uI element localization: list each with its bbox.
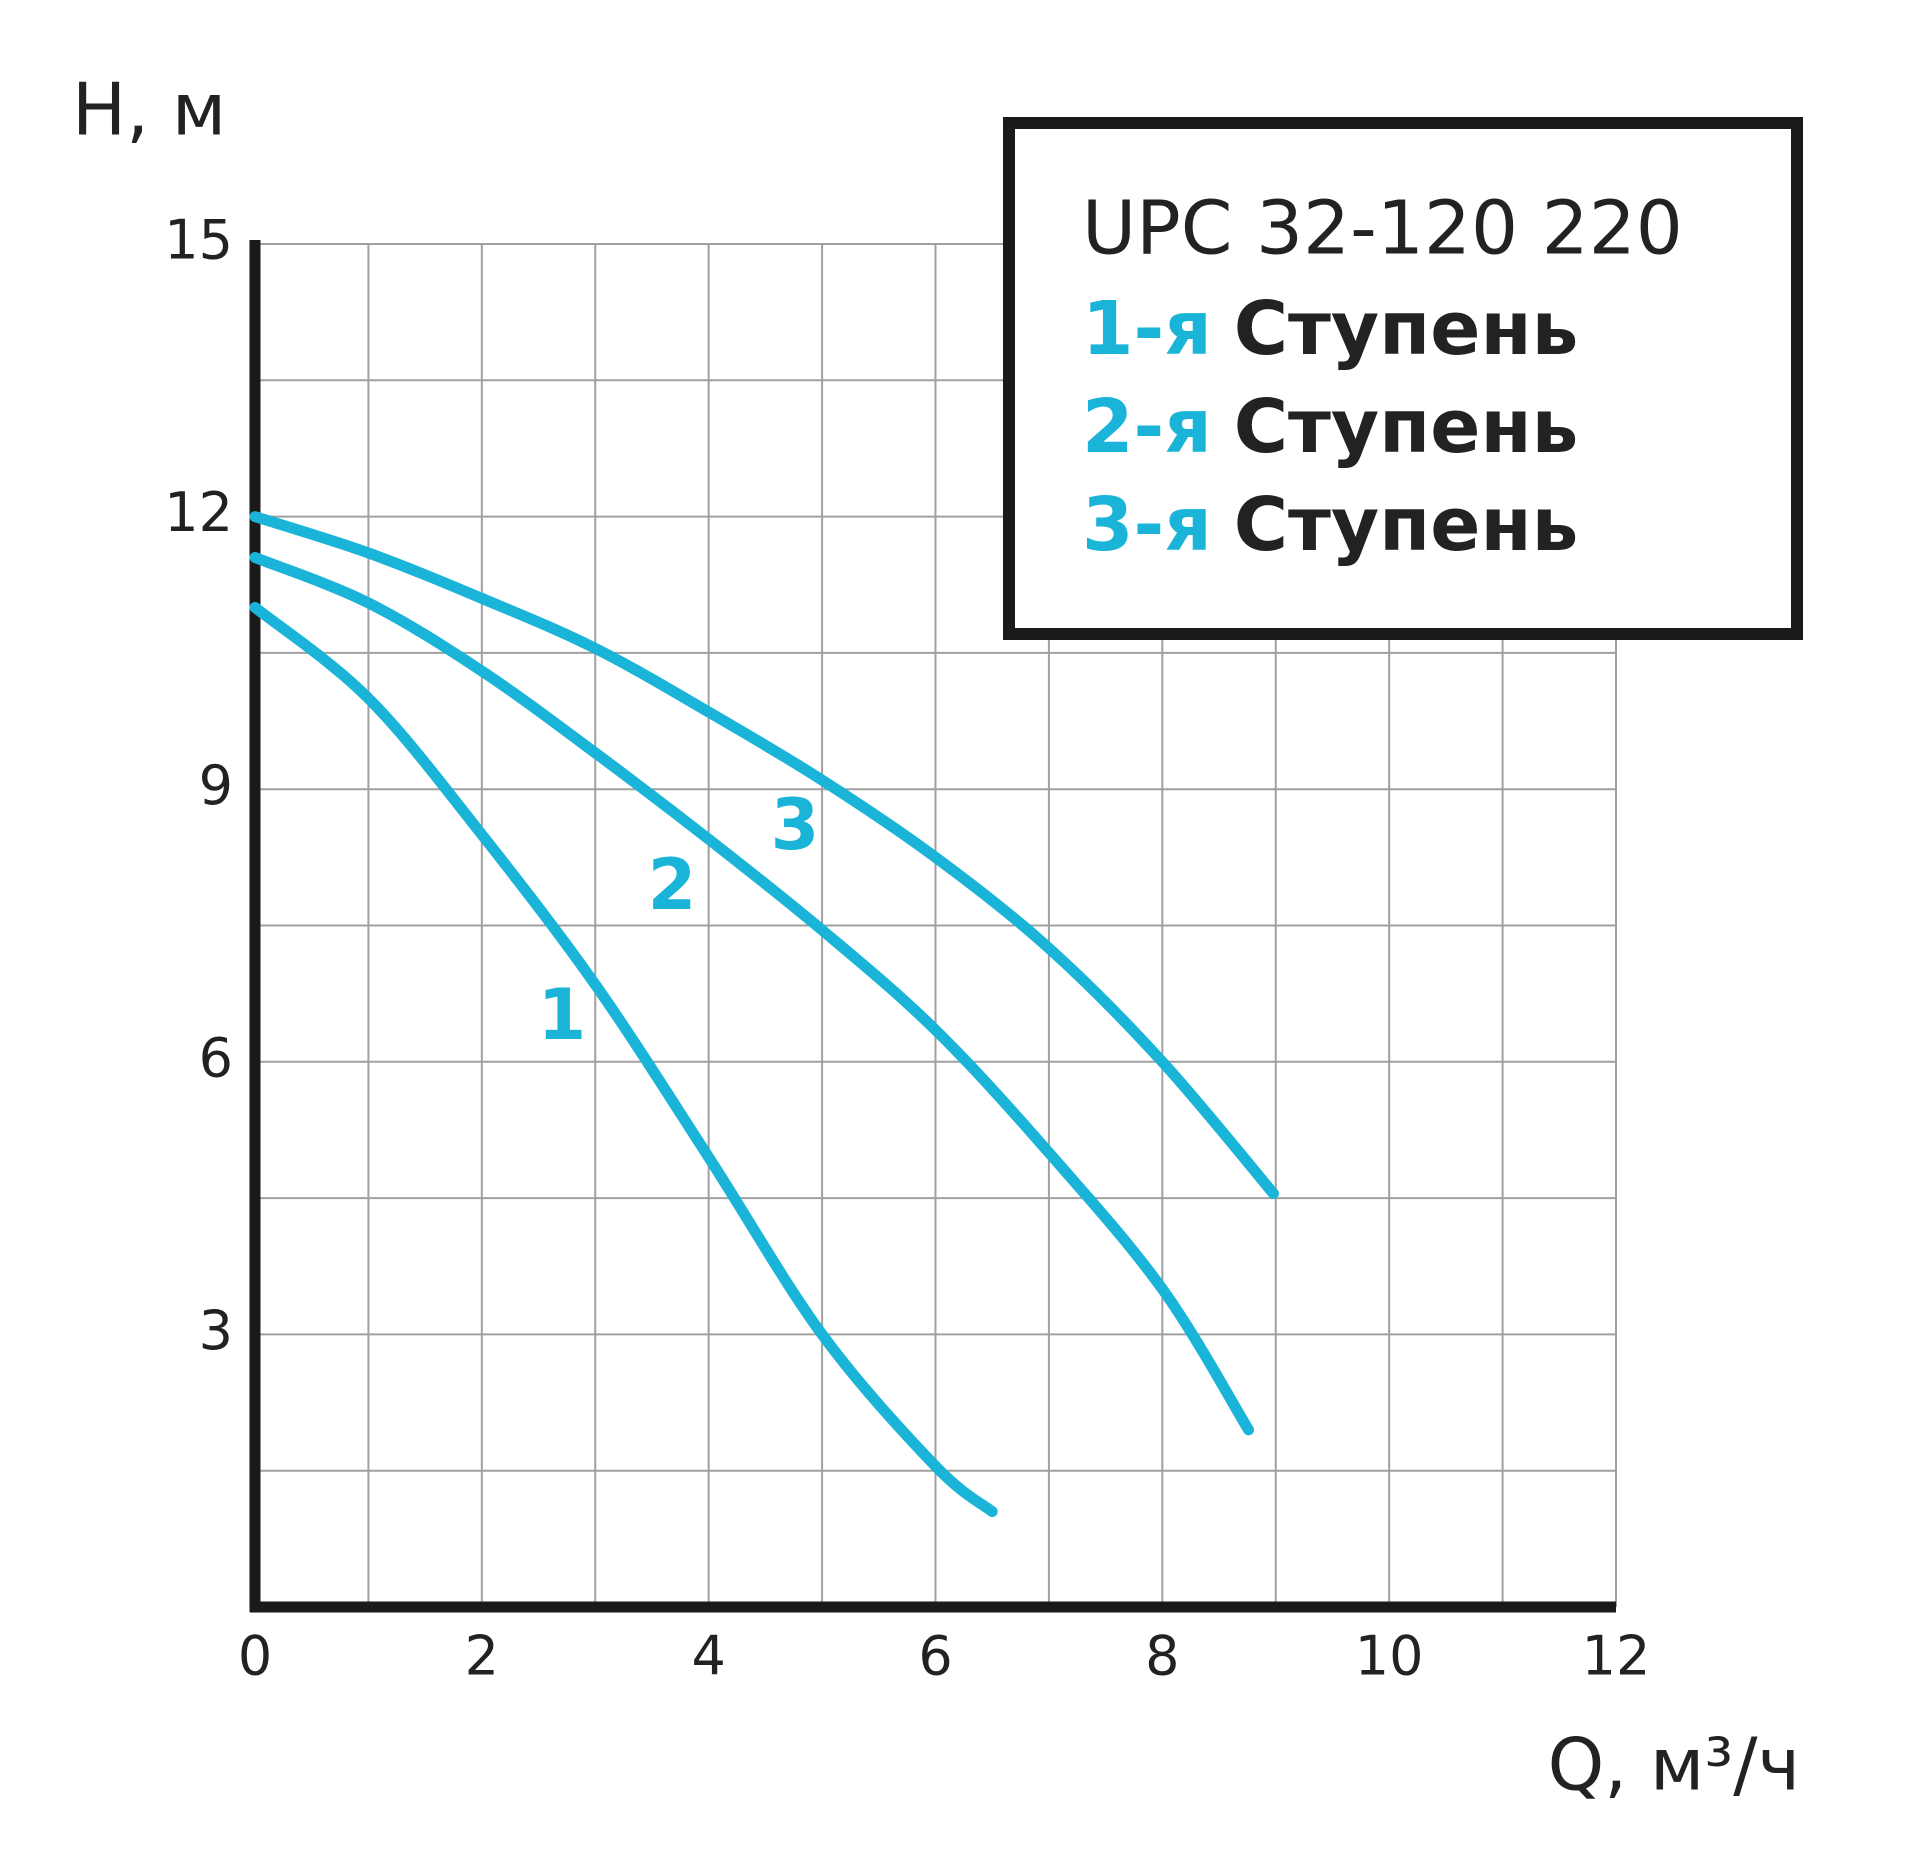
legend-box [1003,117,1803,640]
curve [249,551,1255,1436]
y-tick-label: 6 [199,1026,233,1089]
x-axis-title: Q, м³/ч [1548,1723,1800,1807]
legend-text: Ступень [1234,482,1579,568]
y-tick-label: 3 [199,1299,233,1362]
x-tick-label: 4 [691,1625,725,1688]
curve-label: 2 [648,844,697,926]
curve-label: 3 [771,784,820,866]
curve-label: 1 [538,974,587,1056]
x-tick-label: 10 [1355,1625,1424,1688]
legend-entry: 2-я Ступень [1082,384,1578,470]
y-tick-label: 9 [199,754,233,817]
x-tick-label: 12 [1582,1625,1651,1688]
curve [249,511,1279,1200]
curve [249,601,998,1518]
x-tick-label: 2 [465,1625,499,1688]
legend-entry: 3-я Ступень [1082,482,1578,568]
legend-marker: 1-я [1082,286,1212,372]
x-tick-label: 8 [1145,1625,1179,1688]
x-tick-label: 6 [918,1625,952,1688]
legend-text: Ступень [1234,286,1579,372]
legend-text: Ступень [1234,384,1579,470]
y-axis-title: H, м [72,68,226,152]
legend-marker: 2-я [1082,384,1212,470]
legend-marker: 3-я [1082,482,1212,568]
y-tick-label: 12 [164,481,233,544]
legend-entry: 1-я Ступень [1082,286,1578,372]
legend-title: UPC 32-120 220 [1082,186,1683,272]
x-tick-label: 0 [238,1625,272,1688]
y-tick-label: 15 [164,209,233,272]
